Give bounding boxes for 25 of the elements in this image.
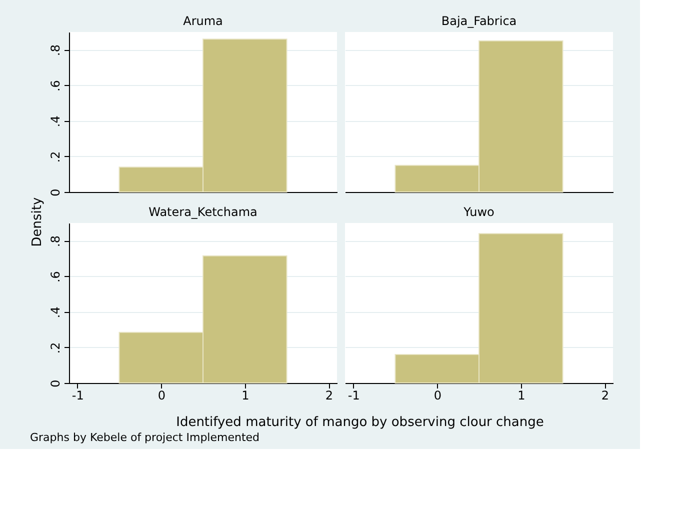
- y-axis-title: Density: [30, 196, 45, 247]
- x-tick-label: 1: [242, 388, 250, 402]
- x-tick-label: 1: [518, 388, 526, 402]
- y-tick-label: .6: [48, 80, 62, 92]
- x-tick-label: 0: [158, 388, 166, 402]
- chart-title: Yuwo: [462, 205, 494, 219]
- y-tick-label: .4: [48, 306, 62, 318]
- text: Graphs by Kebele of project Implemented: [30, 431, 260, 444]
- x-tick-label: -1: [348, 388, 360, 402]
- x-tick-label: -1: [72, 388, 84, 402]
- y-tick-label: 0: [48, 380, 62, 388]
- x-tick-label: 2: [601, 388, 609, 402]
- y-tick-label: .2: [48, 151, 62, 163]
- y-tick-label: .6: [48, 271, 62, 283]
- y-tick-label: 0: [48, 188, 62, 196]
- chart-title: Aruma: [183, 14, 223, 28]
- x-axis-title: Identifyed maturity of mango by observing clour change: [176, 415, 544, 430]
- y-tick-label: .2: [48, 342, 62, 354]
- y-tick-label: .8: [48, 236, 62, 248]
- y-tick-label: .4: [48, 116, 62, 128]
- x-tick-label: 2: [325, 388, 333, 402]
- x-tick-label: 0: [434, 388, 442, 402]
- y-tick-label: .8: [48, 44, 62, 56]
- chart-title: Baja_Fabrica: [441, 14, 517, 28]
- chart-title: Watera_Ketchama: [148, 205, 258, 219]
